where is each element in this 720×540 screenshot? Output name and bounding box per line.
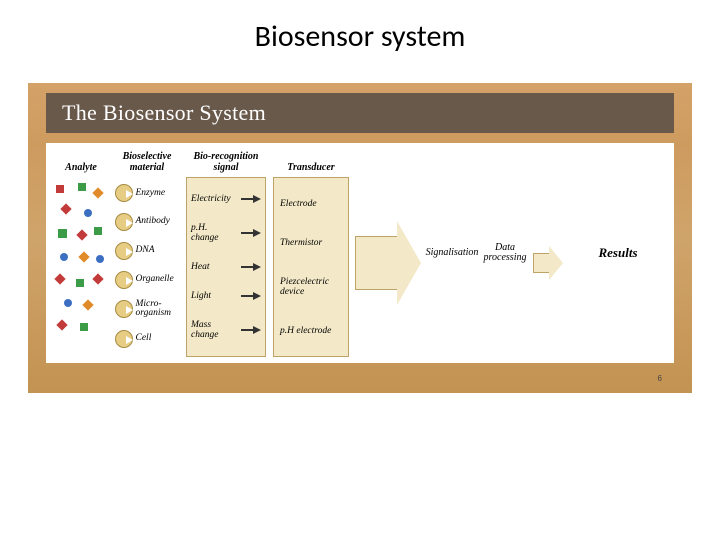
transducer-label: p.H electrode — [280, 326, 342, 336]
bioselective-header: Bioselective material — [123, 149, 172, 175]
bioselective-label: Micro- organism — [136, 300, 180, 319]
analyte-shape — [78, 183, 86, 191]
transducer-box: Electrode Thermistor Piezcelectric device p… — [273, 177, 349, 357]
analyte-shape — [94, 227, 102, 235]
analyte-shape — [58, 229, 67, 238]
pacman-icon — [115, 330, 133, 348]
pacman-icon — [115, 184, 133, 202]
transducer-header: Transducer — [287, 149, 334, 175]
arrow-head-icon — [397, 221, 421, 305]
analyte-shape — [64, 299, 72, 307]
signalisation-label: Signalisation — [424, 149, 480, 357]
signalisation-arrow — [355, 221, 421, 305]
results-arrow — [533, 246, 563, 280]
analyte-shape — [76, 229, 87, 240]
signal-label: Electricity — [191, 194, 237, 204]
signal-label: Heat — [191, 262, 237, 272]
pacman-icon — [115, 242, 133, 260]
bioselective-label: Cell — [136, 334, 180, 344]
transducer-label: Electrode — [280, 199, 342, 209]
signal-column: Bio-recognition signal Electricity p.H. c… — [182, 149, 270, 357]
pacman-icon — [115, 300, 133, 318]
pacman-icon — [115, 213, 133, 231]
arrow-right-icon — [241, 195, 261, 203]
pacman-icon — [115, 271, 133, 289]
signal-label: Mass change — [191, 320, 237, 340]
analyte-shape — [96, 255, 104, 263]
analyte-shape — [76, 279, 84, 287]
slide-title: Biosensor system — [0, 0, 720, 63]
signal-item: Light — [191, 291, 261, 301]
transducer-label: Piezcelectric device — [280, 277, 342, 297]
signal-item: Heat — [191, 262, 261, 272]
signalisation-arrow-col — [352, 149, 424, 357]
bioselective-item: Organelle — [115, 271, 180, 289]
arrow-right-icon — [241, 326, 261, 334]
signal-label: Light — [191, 291, 237, 301]
wood-background: The Biosensor System Analyte Bioselectiv… — [28, 83, 692, 393]
transducer-column: Transducer Electrode Thermistor Piezcelect… — [270, 149, 352, 357]
banner-title: The Biosensor System — [46, 93, 674, 133]
signal-item: Electricity — [191, 194, 261, 204]
analyte-shape — [60, 203, 71, 214]
results-arrow-col — [530, 149, 566, 357]
page-number: 6 — [658, 374, 662, 383]
arrow-right-icon — [241, 292, 261, 300]
analyte-shape — [84, 209, 92, 217]
arrow-head-icon — [549, 246, 563, 280]
data-processing-label: Data processing — [480, 149, 530, 357]
bioselective-label: DNA — [136, 246, 180, 256]
signal-box: Electricity p.H. change Heat Light Mass chan… — [186, 177, 266, 357]
bioselective-item: Enzyme — [115, 184, 180, 202]
bioselective-column: Bioselective material Enzyme Antibody DNA O… — [112, 149, 182, 357]
analyte-shape — [82, 299, 93, 310]
signal-label: p.H. change — [191, 223, 237, 243]
analyte-shape — [92, 187, 103, 198]
bioselective-item: Cell — [115, 330, 180, 348]
results-label: Results — [566, 149, 670, 357]
transducer-label: Thermistor — [280, 238, 342, 248]
analyte-shape — [92, 273, 103, 284]
signal-item: p.H. change — [191, 223, 261, 243]
analyte-shape — [60, 253, 68, 261]
analyte-column: Analyte — [50, 149, 112, 357]
bioselective-label: Enzyme — [136, 189, 180, 199]
analyte-shape — [56, 319, 67, 330]
analyte-header: Analyte — [65, 149, 97, 175]
arrow-right-icon — [241, 263, 261, 271]
analyte-shape — [56, 185, 64, 193]
bioselective-list: Enzyme Antibody DNA Organelle Micro- organis… — [112, 175, 182, 357]
bioselective-item: Micro- organism — [115, 300, 180, 319]
bioselective-item: DNA — [115, 242, 180, 260]
bioselective-label: Organelle — [136, 275, 180, 285]
bioselective-label: Antibody — [136, 217, 180, 227]
diagram-container: Analyte Bioselective material Enzyme Anti… — [46, 143, 674, 363]
analyte-shape — [80, 323, 88, 331]
analyte-shape — [54, 273, 65, 284]
analyte-shapes-area — [50, 175, 112, 357]
analyte-shape — [78, 251, 89, 262]
signal-header: Bio-recognition signal — [193, 149, 258, 175]
arrow-right-icon — [241, 229, 261, 237]
signal-item: Mass change — [191, 320, 261, 340]
bioselective-item: Antibody — [115, 213, 180, 231]
